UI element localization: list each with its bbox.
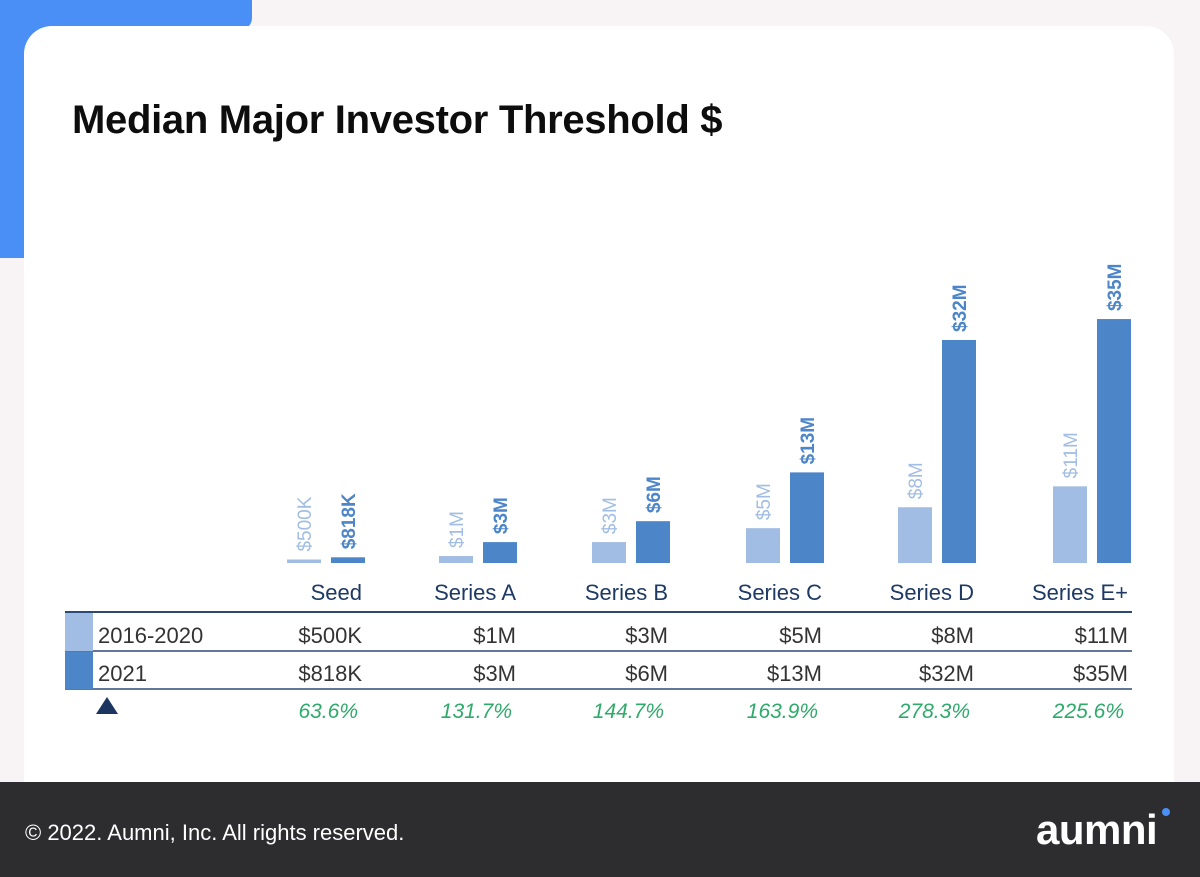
category-label: Series C [738,580,822,605]
percent-change: 278.3% [898,700,970,723]
table-cell: $8M [931,623,974,648]
bar [287,559,321,563]
category-label: Series D [890,580,974,605]
table-cell: $818K [298,661,362,686]
copyright-text: © 2022. Aumni, Inc. All rights reserved. [25,820,405,845]
increase-triangle-icon [96,697,118,714]
aumni-logo: aumni [1036,806,1158,853]
bar [942,339,976,563]
bar [898,507,932,563]
bar [592,542,626,563]
table-cell: $35M [1073,661,1128,686]
table-cell: $6M [625,661,668,686]
table-cell: $3M [473,661,516,686]
percent-change: 144.7% [593,700,664,723]
table-row-label: 2016-2020 [98,623,203,648]
bar [636,521,670,563]
data-label: $32M [950,284,971,332]
table-cell: $13M [767,661,822,686]
chart-card [24,26,1174,782]
bar [483,542,517,563]
percent-change: 225.6% [1052,700,1124,723]
bar [790,472,824,563]
legend-swatch [65,652,93,689]
data-label: $500K [295,496,316,551]
table-cell: $1M [473,623,516,648]
bar [331,557,365,563]
logo-dot [1162,808,1170,816]
legend-swatch [65,613,93,651]
page-title: Median Major Investor Threshold $ [72,98,723,142]
table-cell: $3M [625,623,668,648]
percent-change: 131.7% [441,700,512,723]
percent-change: 163.9% [747,700,818,723]
data-label: $5M [754,483,775,520]
category-label: Series B [585,580,668,605]
category-label: Series A [434,580,516,605]
bar [746,528,780,563]
data-label: $6M [644,476,665,513]
table-cell: $500K [298,623,362,648]
data-label: $35M [1105,264,1126,312]
footer [0,782,1200,877]
bar [1097,319,1131,563]
data-label: $11M [1061,432,1082,478]
percent-change: 63.6% [298,700,358,723]
data-label: $8M [906,462,927,499]
table-cell: $5M [779,623,822,648]
bar [439,556,473,563]
category-label: Series E+ [1032,580,1128,605]
data-label: $3M [600,497,621,534]
table-row-label: 2021 [98,661,147,686]
data-label: $1M [447,511,468,548]
data-label: $3M [491,497,512,534]
data-label: $13M [798,417,819,465]
category-label: Seed [311,580,362,605]
data-label: $818K [339,493,360,549]
table-cell: $32M [919,661,974,686]
table-cell: $11M [1075,623,1128,648]
bar [1053,486,1087,563]
